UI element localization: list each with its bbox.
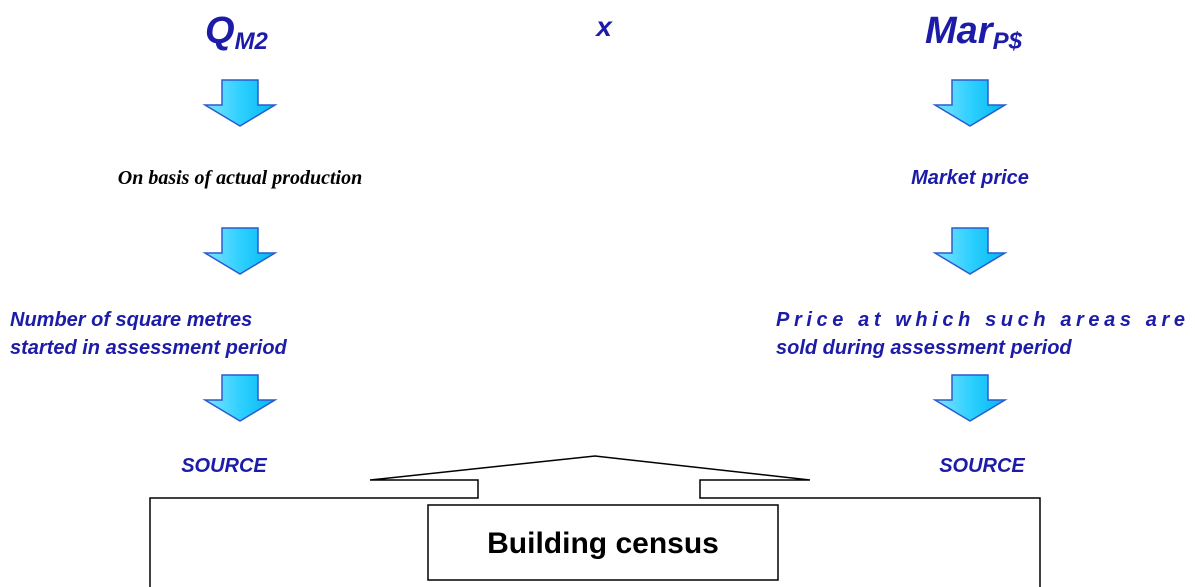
arrow — [934, 227, 1006, 275]
right-basis: Market price — [911, 167, 1029, 189]
census-label: Building census — [487, 527, 719, 560]
source-frame — [149, 455, 1041, 587]
left-description: started in assessment period — [10, 337, 288, 359]
left-description: Number of square metres — [10, 309, 252, 331]
right-description: Price at which such areas are — [776, 309, 1185, 331]
census-box — [427, 504, 779, 581]
arrow — [204, 79, 276, 127]
arrow — [204, 227, 276, 275]
right-symbol: MarP$ — [925, 10, 1023, 55]
left-source: SOURCE — [181, 455, 267, 477]
left-symbol: QM2 — [205, 10, 269, 55]
arrow — [934, 374, 1006, 422]
operator: x — [594, 11, 613, 42]
arrow — [204, 374, 276, 422]
right-description: sold during assessment period — [776, 337, 1072, 359]
right-source: SOURCE — [939, 455, 1025, 477]
arrow — [934, 79, 1006, 127]
left-basis: On basis of actual production — [118, 167, 362, 189]
